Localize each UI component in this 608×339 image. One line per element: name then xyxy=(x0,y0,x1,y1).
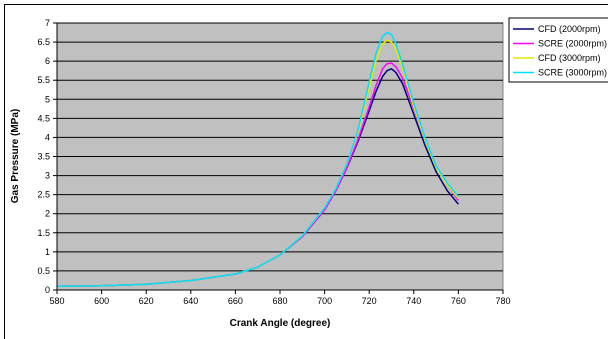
y-tick-label: 6.5 xyxy=(37,37,50,47)
x-tick-label: 720 xyxy=(362,296,377,306)
legend-label: SCRE (3000rpm) xyxy=(538,68,607,78)
legend-label: CFD (2000rpm) xyxy=(538,24,601,34)
x-axis-label: Crank Angle (degree) xyxy=(230,318,331,329)
y-tick-label: 1.5 xyxy=(37,228,50,238)
x-tick-label: 580 xyxy=(49,296,64,306)
series-line-4 xyxy=(56,31,459,287)
x-tick-label: 640 xyxy=(183,296,198,306)
y-tick-label: 5.5 xyxy=(37,75,50,85)
x-tick-label: 660 xyxy=(228,296,243,306)
x-tick-label: 700 xyxy=(317,296,332,306)
legend: CFD (2000rpm) SCRE (2000rpm) CFD (3000rpm)… xyxy=(508,17,608,83)
y-tick-label: 1 xyxy=(45,247,50,257)
y-tick-label: 6 xyxy=(45,56,50,66)
y-tick-label: 3 xyxy=(45,171,50,181)
legend-label: SCRE (2000rpm) xyxy=(538,39,607,49)
y-axis-ticks: 0 0.5 1 1.5 2 2.5 3 3.5 4 4.5 5 5.5 6 6.5 7 xyxy=(37,18,57,295)
y-tick-label: 0 xyxy=(45,285,50,295)
y-tick-label: 4 xyxy=(45,132,50,142)
y-tick-label: 5 xyxy=(45,94,50,104)
x-tick-label: 780 xyxy=(495,296,510,306)
x-tick-label: 740 xyxy=(406,296,421,306)
y-tick-label: 2 xyxy=(45,209,50,219)
legend-label: CFD (3000rpm) xyxy=(538,53,601,63)
y-tick-label: 3.5 xyxy=(37,152,50,162)
x-tick-label: 760 xyxy=(451,296,466,306)
x-axis-ticks: 580 600 620 640 660 680 700 720 740 760 780 xyxy=(49,290,511,306)
x-tick-label: 680 xyxy=(272,296,287,306)
x-tick-label: 620 xyxy=(139,296,154,306)
y-axis-label: Gas Pressure (MPa) xyxy=(10,109,21,204)
grid-lines xyxy=(57,22,503,272)
x-tick-label: 600 xyxy=(94,296,109,306)
y-tick-label: 4.5 xyxy=(37,113,50,123)
chart-frame xyxy=(4,4,608,339)
series-lines xyxy=(56,31,460,287)
y-tick-label: 7 xyxy=(45,18,50,28)
y-tick-label: 0.5 xyxy=(37,266,50,276)
y-tick-label: 2.5 xyxy=(37,190,50,200)
